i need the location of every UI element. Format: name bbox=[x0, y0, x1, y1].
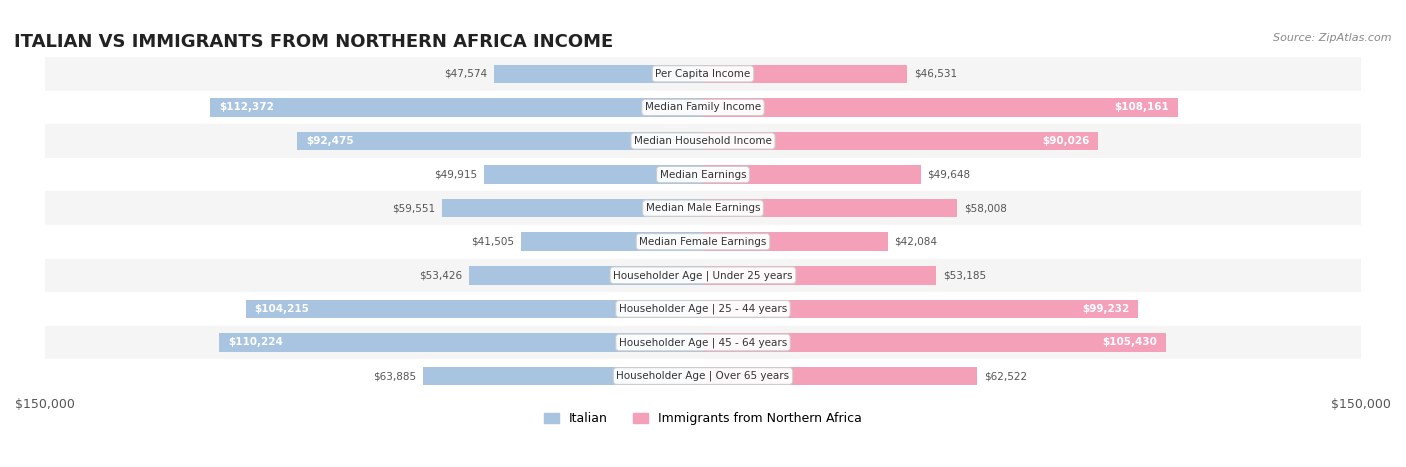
Bar bbox=[45, 158, 1361, 191]
Bar bbox=[703, 300, 1139, 318]
Bar bbox=[45, 359, 1361, 393]
Text: $42,084: $42,084 bbox=[894, 237, 938, 247]
Text: Median Male Earnings: Median Male Earnings bbox=[645, 203, 761, 213]
Bar bbox=[703, 199, 957, 217]
Text: Householder Age | 45 - 64 years: Householder Age | 45 - 64 years bbox=[619, 337, 787, 348]
Text: Householder Age | Over 65 years: Householder Age | Over 65 years bbox=[616, 371, 790, 381]
Text: $104,215: $104,215 bbox=[254, 304, 309, 314]
Bar bbox=[484, 165, 703, 184]
Text: $41,505: $41,505 bbox=[471, 237, 515, 247]
Text: $59,551: $59,551 bbox=[392, 203, 436, 213]
Bar bbox=[703, 333, 1166, 352]
Bar bbox=[520, 233, 703, 251]
Bar bbox=[45, 225, 1361, 259]
Text: Median Household Income: Median Household Income bbox=[634, 136, 772, 146]
Text: $47,574: $47,574 bbox=[444, 69, 488, 79]
Bar bbox=[45, 91, 1361, 124]
Text: $53,426: $53,426 bbox=[419, 270, 463, 280]
Text: Householder Age | 25 - 44 years: Householder Age | 25 - 44 years bbox=[619, 304, 787, 314]
Text: $108,161: $108,161 bbox=[1114, 102, 1168, 113]
Bar bbox=[703, 165, 921, 184]
Bar bbox=[45, 259, 1361, 292]
Bar bbox=[703, 98, 1177, 117]
Text: Householder Age | Under 25 years: Householder Age | Under 25 years bbox=[613, 270, 793, 281]
Text: Source: ZipAtlas.com: Source: ZipAtlas.com bbox=[1274, 33, 1392, 42]
Bar bbox=[703, 367, 977, 385]
Bar bbox=[45, 57, 1361, 91]
Bar bbox=[441, 199, 703, 217]
Bar bbox=[45, 325, 1361, 359]
Bar bbox=[703, 233, 887, 251]
Text: $110,224: $110,224 bbox=[228, 338, 283, 347]
Text: $112,372: $112,372 bbox=[219, 102, 274, 113]
Text: $62,522: $62,522 bbox=[984, 371, 1026, 381]
Bar bbox=[45, 191, 1361, 225]
Text: Median Female Earnings: Median Female Earnings bbox=[640, 237, 766, 247]
Text: Median Earnings: Median Earnings bbox=[659, 170, 747, 179]
Text: $92,475: $92,475 bbox=[307, 136, 354, 146]
Bar bbox=[703, 266, 936, 284]
Bar bbox=[468, 266, 703, 284]
Text: $46,531: $46,531 bbox=[914, 69, 957, 79]
Bar bbox=[495, 64, 703, 83]
Bar bbox=[209, 98, 703, 117]
Text: Median Family Income: Median Family Income bbox=[645, 102, 761, 113]
Text: $99,232: $99,232 bbox=[1083, 304, 1129, 314]
Bar bbox=[423, 367, 703, 385]
Bar bbox=[219, 333, 703, 352]
Legend: Italian, Immigrants from Northern Africa: Italian, Immigrants from Northern Africa bbox=[538, 407, 868, 430]
Bar bbox=[297, 132, 703, 150]
Bar bbox=[703, 64, 907, 83]
Text: $49,648: $49,648 bbox=[928, 170, 970, 179]
Text: ITALIAN VS IMMIGRANTS FROM NORTHERN AFRICA INCOME: ITALIAN VS IMMIGRANTS FROM NORTHERN AFRI… bbox=[14, 33, 613, 51]
Bar bbox=[246, 300, 703, 318]
Text: $49,915: $49,915 bbox=[434, 170, 478, 179]
Text: Per Capita Income: Per Capita Income bbox=[655, 69, 751, 79]
Text: $105,430: $105,430 bbox=[1102, 338, 1157, 347]
Text: $58,008: $58,008 bbox=[965, 203, 1007, 213]
Text: $90,026: $90,026 bbox=[1042, 136, 1090, 146]
Bar bbox=[45, 124, 1361, 158]
Text: $63,885: $63,885 bbox=[373, 371, 416, 381]
Text: $53,185: $53,185 bbox=[943, 270, 986, 280]
Bar bbox=[703, 132, 1098, 150]
Bar bbox=[45, 292, 1361, 325]
